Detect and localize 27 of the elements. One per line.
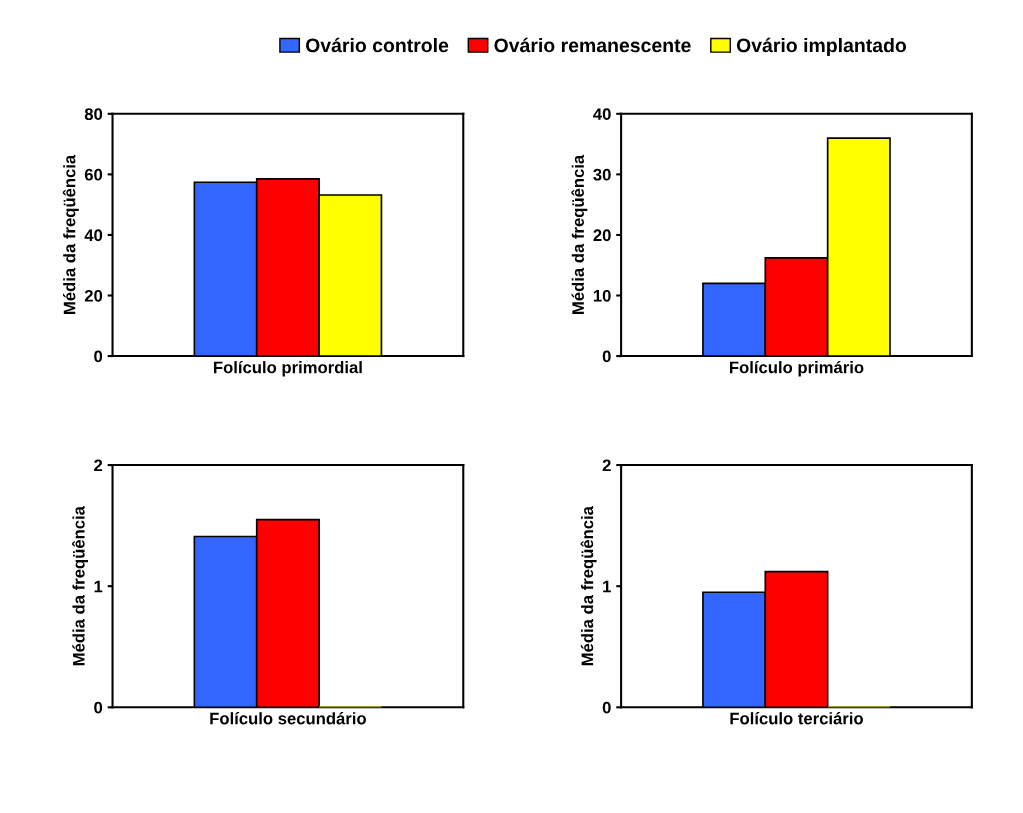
y-tick-label: 0 xyxy=(602,350,611,363)
x-tick-label: Folículo primário xyxy=(730,360,864,377)
legend-label: Ovário controle xyxy=(305,37,449,53)
y-tick-label: 0 xyxy=(94,350,103,363)
legend-label: Ovário remanescente xyxy=(494,37,691,53)
y-axis-title: Média da freqüência xyxy=(580,505,597,666)
x-tick-label: Folículo terciário xyxy=(730,712,863,725)
y-tick-label: 30 xyxy=(593,168,611,181)
y-axis-title: Média da freqüência xyxy=(571,154,588,314)
y-tick-label: 2 xyxy=(602,459,611,472)
y-tick-label: 1 xyxy=(94,580,103,593)
y-tick-label: 80 xyxy=(84,108,103,121)
legend-label: Ovário implantado xyxy=(736,37,907,57)
y-tick-label: 40 xyxy=(593,108,611,121)
x-tick-label: Folículo primordial xyxy=(214,360,362,377)
y-axis-title: Média da freqüência xyxy=(72,505,88,666)
y-tick-label: 40 xyxy=(84,229,103,242)
y-tick-label: 0 xyxy=(94,701,103,714)
y-tick-label: 10 xyxy=(593,289,611,302)
y-axis-title: Média da freqüência xyxy=(62,154,79,314)
y-tick-label: 0 xyxy=(602,701,611,714)
y-tick-label: 1 xyxy=(603,580,611,593)
y-tick-label: 20 xyxy=(593,229,611,242)
y-tick-label: 2 xyxy=(94,459,103,472)
y-tick-label: 20 xyxy=(84,289,103,302)
x-tick-label: Folículo secundário xyxy=(210,712,366,725)
y-tick-label: 60 xyxy=(84,168,103,181)
